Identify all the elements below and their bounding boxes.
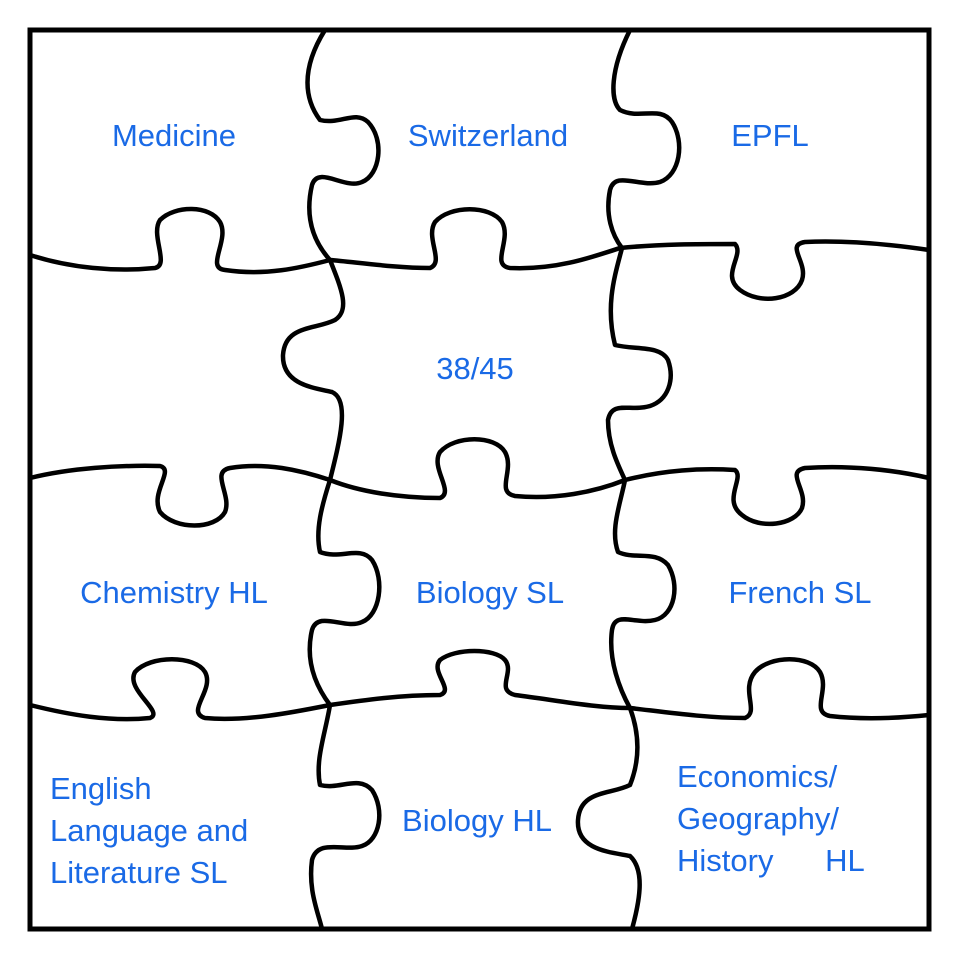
piece-chemistry-hl-label: Chemistry HL	[80, 575, 268, 610]
piece-english-label: English Language and Literature SL	[50, 771, 249, 890]
piece-biology-sl-label: Biology SL	[415, 575, 565, 610]
piece-french-sl-label: French SL	[728, 575, 872, 610]
piece-medicine-label: Medicine	[111, 118, 237, 153]
puzzle-frame	[27, 27, 932, 932]
piece-biology-hl-label: Biology HL	[402, 803, 552, 838]
horizontal-cut-1	[27, 206, 932, 301]
horizontal-cut-3	[27, 648, 932, 722]
vertical-cut-1	[280, 27, 382, 932]
piece-switzerland-label: Switzerland	[407, 118, 569, 153]
horizontal-cut-2	[27, 437, 932, 528]
piece-econ-label: Economics/ Geography/ History HL	[677, 759, 865, 878]
piece-score-label: 38/45	[436, 351, 514, 386]
piece-epfl-label: EPFL	[731, 118, 809, 153]
vertical-cut-2	[575, 27, 682, 932]
